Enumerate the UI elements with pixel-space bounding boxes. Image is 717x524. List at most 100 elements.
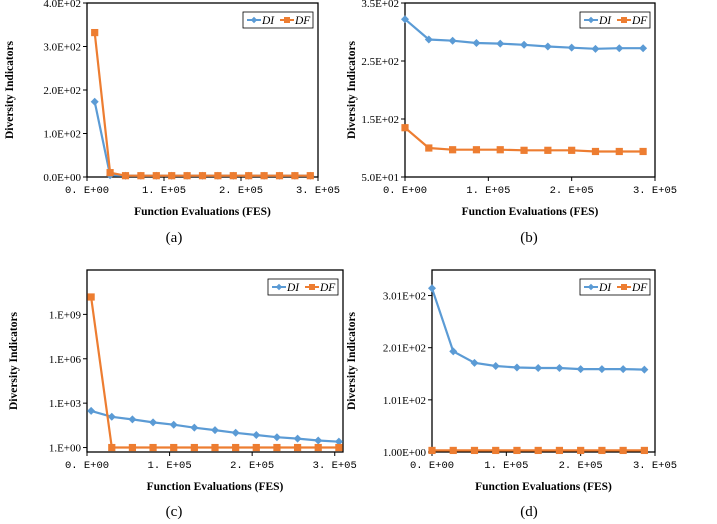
- legend-label-di: DI: [598, 282, 612, 294]
- data-point-di: [520, 40, 529, 49]
- data-point-di: [615, 44, 624, 53]
- data-point-df: [513, 446, 521, 455]
- data-point-di: [639, 44, 648, 53]
- data-point-df: [128, 443, 137, 452]
- data-point-df: [183, 172, 191, 180]
- x-tick-label: 0. E+00: [65, 460, 109, 472]
- plot-frame: [86, 269, 344, 453]
- x-tick-label: 2. E+05: [230, 460, 274, 472]
- y-axis-label: Diversity Indicators: [346, 40, 358, 139]
- x-axis-label: Function Evaluations (FES): [147, 481, 284, 493]
- y-axis-label: Diversity Indicators: [4, 40, 16, 139]
- y-tick-label: 3.0E+02: [43, 42, 81, 54]
- data-point-df: [492, 446, 500, 455]
- chart-panel-b: 5.0E+01 1.5E+02 2.5E+02 3.5E+02 0. E+00 1. E+…: [346, 0, 677, 246]
- data-point-di: [470, 358, 479, 367]
- x-tick-label: 3. E+05: [633, 460, 677, 472]
- data-point-di: [534, 364, 543, 373]
- data-point-df: [428, 446, 436, 455]
- legend-label-df: DF: [631, 282, 648, 294]
- data-point-df: [291, 172, 299, 180]
- legend: DI DF: [579, 11, 651, 29]
- data-point-df: [425, 144, 433, 152]
- data-point-di: [576, 365, 585, 374]
- y-tick-label: 2.01E+02: [383, 343, 426, 355]
- data-point-df: [211, 443, 219, 452]
- x-tick-label: 2. E+05: [550, 185, 594, 197]
- data-point-di: [252, 431, 261, 440]
- plot-frame: [404, 2, 656, 178]
- legend: DI DF: [579, 278, 651, 296]
- data-point-di: [555, 364, 564, 373]
- legend-marker-df: [284, 17, 290, 23]
- data-point-df: [229, 172, 237, 180]
- y-tick-label: 1.E+06: [49, 354, 82, 366]
- data-point-df: [91, 28, 99, 37]
- data-point-df: [544, 146, 552, 154]
- data-point-df: [108, 443, 116, 452]
- y-tick-label: 4.0E+02: [43, 0, 81, 10]
- data-point-di: [128, 415, 137, 424]
- x-tick-label: 2. E+05: [559, 460, 603, 472]
- data-point-df: [639, 147, 647, 156]
- data-point-di: [314, 436, 323, 445]
- data-point-df: [245, 172, 253, 180]
- y-tick-label: 1.E+09: [49, 309, 82, 321]
- chart-panel-a: 0.0E+00 1.0E+02 2.0E+02 3.0E+02 4.0E+02 0. E+…: [4, 0, 340, 246]
- x-axis-label: Function Evaluations (FES): [475, 481, 612, 493]
- data-point-di: [449, 347, 458, 356]
- data-point-df: [577, 446, 585, 455]
- legend-label-df: DF: [294, 15, 311, 27]
- data-point-df: [615, 147, 623, 156]
- data-point-df: [470, 446, 479, 455]
- data-point-df: [534, 446, 542, 455]
- x-axis-label: Function Evaluations (FES): [462, 206, 599, 218]
- legend: DI DF: [267, 278, 339, 296]
- data-point-df: [87, 293, 95, 301]
- series-line-di: [430, 287, 645, 371]
- y-tick-label: 1.5E+02: [361, 114, 399, 126]
- data-point-di: [448, 36, 457, 45]
- x-tick-label: 1. E+05: [148, 460, 192, 472]
- legend-label-di: DI: [286, 282, 300, 294]
- legend-box: [579, 11, 651, 29]
- data-point-df: [401, 124, 409, 132]
- data-point-df: [640, 446, 648, 455]
- data-point-df: [168, 172, 176, 180]
- y-axis-label: Diversity Indicators: [346, 311, 358, 410]
- data-point-df: [306, 172, 314, 180]
- x-tick-label: 0. E+00: [383, 185, 427, 197]
- series-line-di: [93, 101, 311, 177]
- x-tick-label: 0. E+00: [410, 460, 454, 472]
- data-point-di: [401, 15, 409, 24]
- data-point-df: [137, 172, 145, 180]
- legend-box: [579, 278, 651, 296]
- y-tick-label: 1.E+03: [49, 398, 82, 410]
- data-point-di: [543, 42, 552, 51]
- y-tick-label: 3.01E+02: [383, 291, 426, 303]
- data-point-di: [619, 365, 628, 374]
- plot-frame: [431, 269, 656, 453]
- legend-label-di: DI: [598, 15, 612, 27]
- data-point-di: [293, 434, 302, 443]
- data-point-df: [190, 443, 198, 452]
- data-point-df: [152, 172, 160, 180]
- chart-panel-d: 1.00E+00 1.01E+02 2.01E+02 3.01E+02 0. E+00 1…: [346, 269, 677, 520]
- data-point-di: [567, 43, 576, 52]
- data-point-di: [591, 44, 600, 53]
- y-tick-label: 1.E+00: [49, 443, 82, 455]
- legend-box: [242, 11, 314, 29]
- data-point-df: [260, 172, 268, 180]
- data-point-df: [591, 147, 600, 156]
- data-point-df: [121, 172, 130, 180]
- data-point-df: [555, 446, 564, 455]
- legend-marker-di: [275, 283, 283, 291]
- legend-box: [267, 278, 339, 296]
- data-point-df: [170, 443, 178, 452]
- chart-panel-c: 1.E+00 1.E+03 1.E+06 1.E+09 0. E+00 1. E+05 2.…: [8, 269, 357, 520]
- data-point-di: [231, 428, 240, 437]
- data-point-di: [87, 406, 96, 415]
- data-point-df: [314, 443, 322, 452]
- data-point-di: [190, 423, 199, 432]
